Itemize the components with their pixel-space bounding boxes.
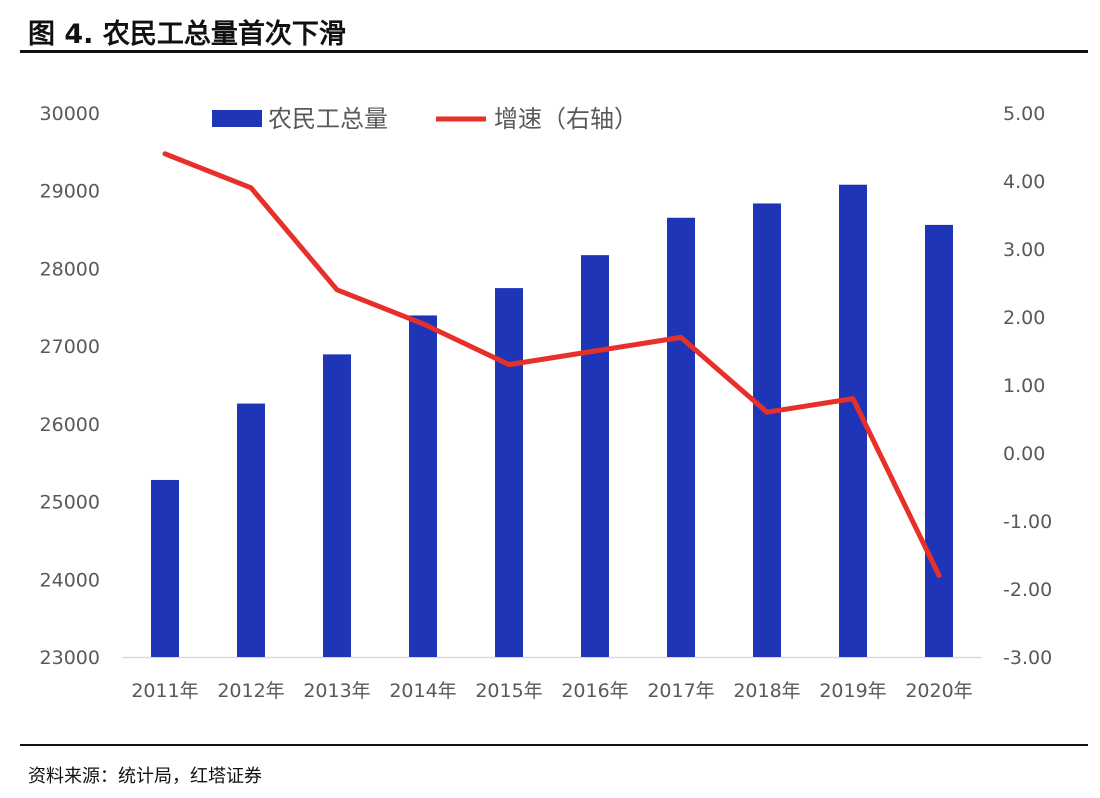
bar-2013年 <box>323 354 351 657</box>
x-tick-label: 2014年 <box>389 680 456 702</box>
x-tick-label: 2016年 <box>561 680 628 702</box>
title-divider <box>20 50 1088 53</box>
bar-2016年 <box>581 255 609 657</box>
x-tick-label: 2013年 <box>303 680 370 702</box>
x-tick-label: 2017年 <box>647 680 714 702</box>
growth-line <box>162 151 942 578</box>
y-left-tick-label: 25000 <box>40 492 100 514</box>
y-right-tick-label: 2.00 <box>1003 307 1045 329</box>
legend-label-line: 增速（右轴） <box>494 105 638 133</box>
y-right-tick-label: 4.00 <box>1003 171 1045 193</box>
y-right-tick-label: 3.00 <box>1003 239 1045 261</box>
x-tick-label: 2018年 <box>733 680 800 702</box>
bar-2018年 <box>753 203 781 658</box>
figure-title: 图 4. 农民工总量首次下滑 <box>28 19 346 50</box>
y-right-tick-label: -2.00 <box>1003 579 1052 601</box>
source-divider <box>20 744 1088 746</box>
x-tick-label: 2019年 <box>819 680 886 702</box>
y-right-tick-label: 0.00 <box>1003 443 1045 465</box>
legend-swatch-bar <box>212 110 262 127</box>
y-right-tick-label: -1.00 <box>1003 511 1052 533</box>
y-left-tick-label: 29000 <box>40 181 100 203</box>
y-left-tick-label: 23000 <box>40 647 100 669</box>
y-left-tick-label: 26000 <box>40 414 100 436</box>
legend-label-bar: 农民工总量 <box>268 105 388 133</box>
bar-2012年 <box>237 403 265 657</box>
x-tick-label: 2015年 <box>475 680 542 702</box>
y-left-tick-label: 28000 <box>40 258 100 280</box>
x-tick-label: 2020年 <box>905 680 972 702</box>
bar-2014年 <box>409 315 437 657</box>
y-right-tick-label: 1.00 <box>1003 375 1045 397</box>
y-left-tick-label: 24000 <box>40 569 100 591</box>
y-left-tick-label: 27000 <box>40 336 100 358</box>
y-left-tick-label: 30000 <box>40 103 100 125</box>
bar-2015年 <box>495 288 523 657</box>
bar-2011年 <box>151 479 179 657</box>
x-tick-label: 2011年 <box>131 680 198 702</box>
y-right-tick-label: -3.00 <box>1003 647 1052 669</box>
bar-2020年 <box>925 224 953 657</box>
x-tick-label: 2012年 <box>217 680 284 702</box>
source-note: 资料来源：统计局，红塔证券 <box>28 766 262 787</box>
bar-2017年 <box>667 217 695 657</box>
y-right-tick-label: 5.00 <box>1003 103 1045 125</box>
